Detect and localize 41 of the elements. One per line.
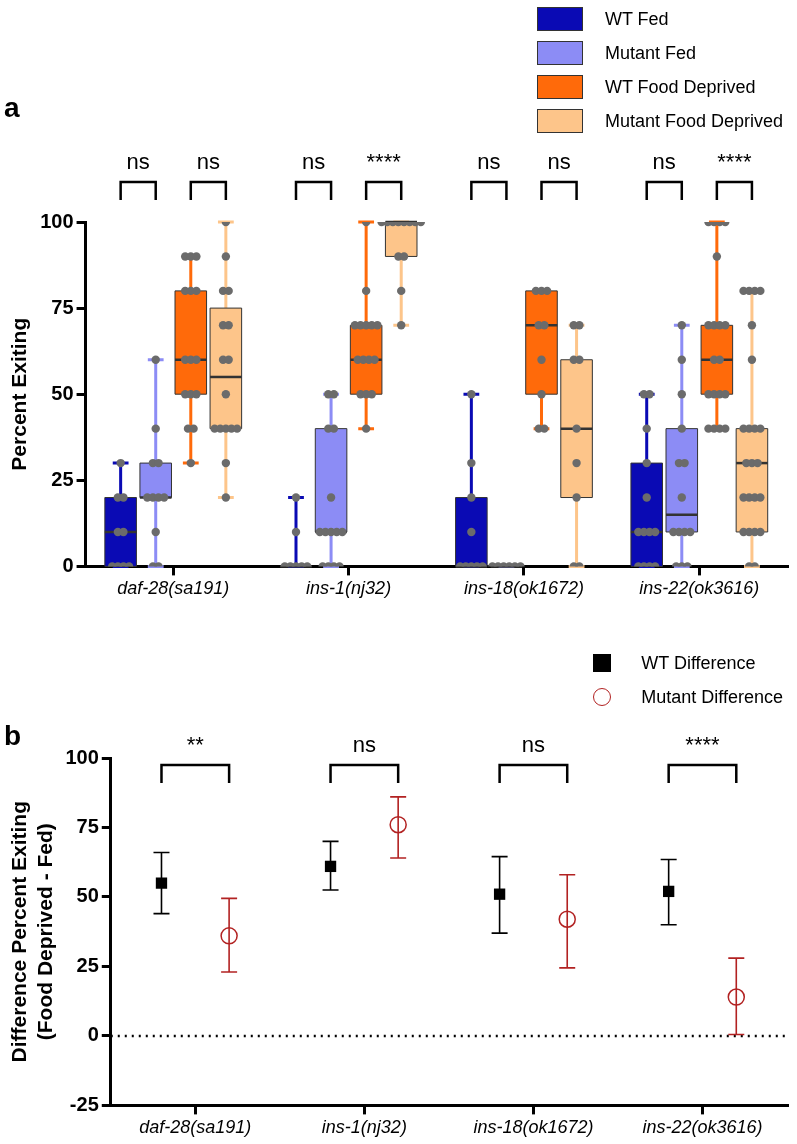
legend-label: WT Fed xyxy=(604,8,669,30)
text: ns xyxy=(652,149,676,175)
x-tick-label: daf-28(sa191) xyxy=(139,1117,252,1138)
x-tick-label: ins-18(ok1672) xyxy=(463,578,584,599)
y-tick-label: -25 xyxy=(69,1092,99,1115)
y-tick-label: 25 xyxy=(51,467,74,490)
chart-title: a xyxy=(4,92,20,124)
text: ns xyxy=(477,149,501,175)
x-tick-label: ins-1(nj32) xyxy=(321,1117,407,1138)
text: **** xyxy=(685,732,721,758)
y-tick-label: 75 xyxy=(51,295,74,318)
x-tick-label: ins-18(ok1672) xyxy=(473,1117,594,1138)
y-tick-label: 50 xyxy=(51,381,74,404)
y-axis-title: Percent Exiting xyxy=(7,317,31,471)
y-tick-label: 0 xyxy=(87,1023,99,1046)
text: ns xyxy=(547,149,571,175)
y-tick-label: 25 xyxy=(76,953,99,976)
y-tick-label: 75 xyxy=(76,815,99,837)
y-tick-label: 0 xyxy=(62,553,74,576)
text: ns xyxy=(352,732,376,758)
x-tick-label: ins-22(ok3616) xyxy=(642,1117,763,1138)
y-tick-label: 100 xyxy=(40,209,74,232)
legend-label: WT Difference xyxy=(641,652,756,674)
text: ns xyxy=(126,149,150,175)
legend-label: Mutant Food Deprived xyxy=(604,110,783,132)
text: ns xyxy=(521,732,546,758)
text: **** xyxy=(717,149,752,175)
y-tick-label: 100 xyxy=(65,745,99,768)
x-tick-label: ins-22(ok3616) xyxy=(639,578,760,599)
x-tick-label: daf-28(sa191) xyxy=(117,578,230,599)
legend-label: WT Food Deprived xyxy=(604,76,756,98)
text: ns xyxy=(196,149,220,175)
legend-label: Mutant Fed xyxy=(604,42,696,64)
text: **** xyxy=(366,149,402,175)
text: ** xyxy=(186,732,205,758)
text: ns xyxy=(301,149,326,175)
chart-title: b xyxy=(4,720,22,752)
y-axis-title: Difference Percent Exiting (Food Deprived - Fed) xyxy=(7,800,56,1063)
x-tick-label: ins-1(nj32) xyxy=(306,578,392,599)
y-tick-label: 50 xyxy=(76,884,99,907)
legend-label: Mutant Difference xyxy=(641,686,783,708)
